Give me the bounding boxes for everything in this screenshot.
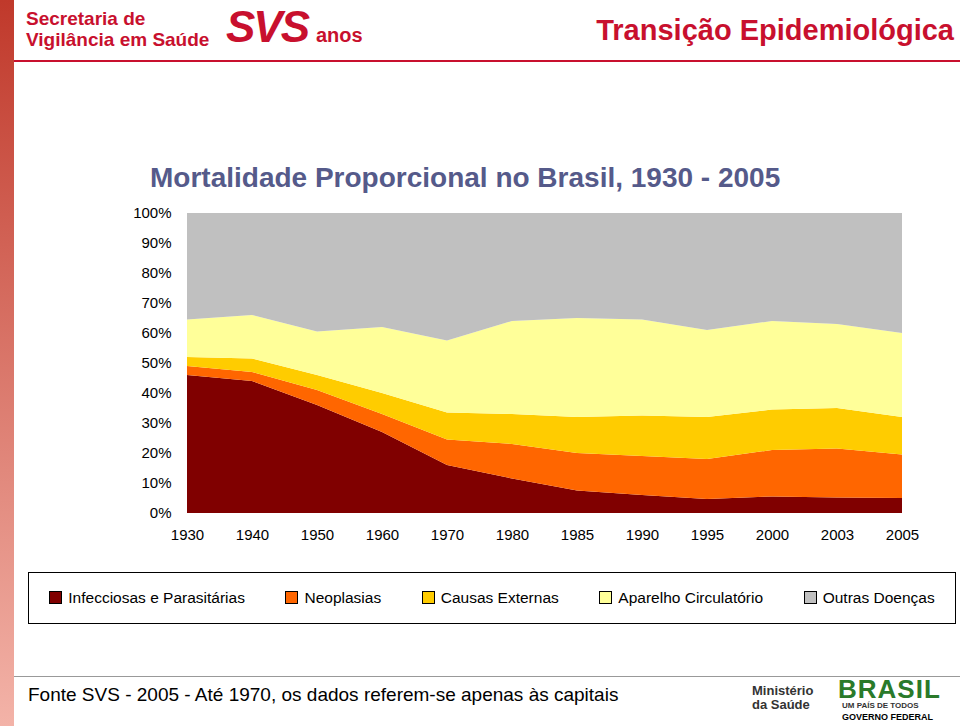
svg-text:80%: 80% — [141, 264, 171, 281]
svg-text:1985: 1985 — [561, 526, 594, 543]
svg-text:20%: 20% — [141, 444, 171, 461]
svg-text:40%: 40% — [141, 384, 171, 401]
html-text:Ministério: Ministério — [752, 683, 814, 698]
svg-text:70%: 70% — [141, 294, 171, 311]
html-text:Aparelho Circulatório: Aparelho Circulatório — [618, 589, 764, 606]
svg-text:0%: 0% — [150, 504, 172, 521]
svg-text:30%: 30% — [141, 414, 171, 431]
html-text:GOVERNO FEDERAL: GOVERNO FEDERAL — [842, 712, 933, 722]
svg-text:90%: 90% — [141, 234, 171, 251]
svg-text:60%: 60% — [141, 324, 171, 341]
svg-text:10%: 10% — [141, 474, 171, 491]
svg-text:1950: 1950 — [301, 526, 334, 543]
html-text:Causas Externas: Causas Externas — [440, 589, 559, 606]
svg-text:1990: 1990 — [626, 526, 659, 543]
html-text:Fonte SVS - 2005 - Até 1970, o: Fonte SVS - 2005 - Até 1970, os dados re… — [28, 684, 619, 705]
html-text:Transição Epidemiológica: Transição Epidemiológica — [596, 14, 954, 46]
html-text:Mortalidade Proporcional no Br: Mortalidade Proporcional no Brasil, 1930… — [150, 162, 781, 193]
html-text:Secretaria de: Secretaria de — [26, 8, 146, 29]
svg-text:1980: 1980 — [496, 526, 529, 543]
svg-text:1940: 1940 — [236, 526, 269, 543]
html-text:da Saúde: da Saúde — [752, 697, 810, 712]
svg-text:1995: 1995 — [691, 526, 724, 543]
html-text:Vigilância em Saúde: Vigilância em Saúde — [26, 29, 210, 50]
html-text:anos: anos — [316, 24, 363, 46]
svg-text:100%: 100% — [133, 204, 171, 221]
html-text:Outras Doenças: Outras Doenças — [822, 589, 935, 606]
html-text:Infecciosas e Parasitárias: Infecciosas e Parasitárias — [68, 589, 245, 606]
html-text:Neoplasias: Neoplasias — [304, 589, 382, 606]
svg-text:2000: 2000 — [756, 526, 789, 543]
svg-text:1960: 1960 — [366, 526, 399, 543]
svg-text:1930: 1930 — [171, 526, 204, 543]
svg-text:1970: 1970 — [431, 526, 464, 543]
html-text:UM PAÍS DE TODOS: UM PAÍS DE TODOS — [842, 701, 919, 710]
svg-text:2003: 2003 — [821, 526, 854, 543]
svg-text:50%: 50% — [141, 354, 171, 371]
html-text:BRASIL: BRASIL — [838, 674, 941, 704]
svg-text:2005: 2005 — [886, 526, 919, 543]
html-text:SVS: SVS — [226, 2, 308, 51]
